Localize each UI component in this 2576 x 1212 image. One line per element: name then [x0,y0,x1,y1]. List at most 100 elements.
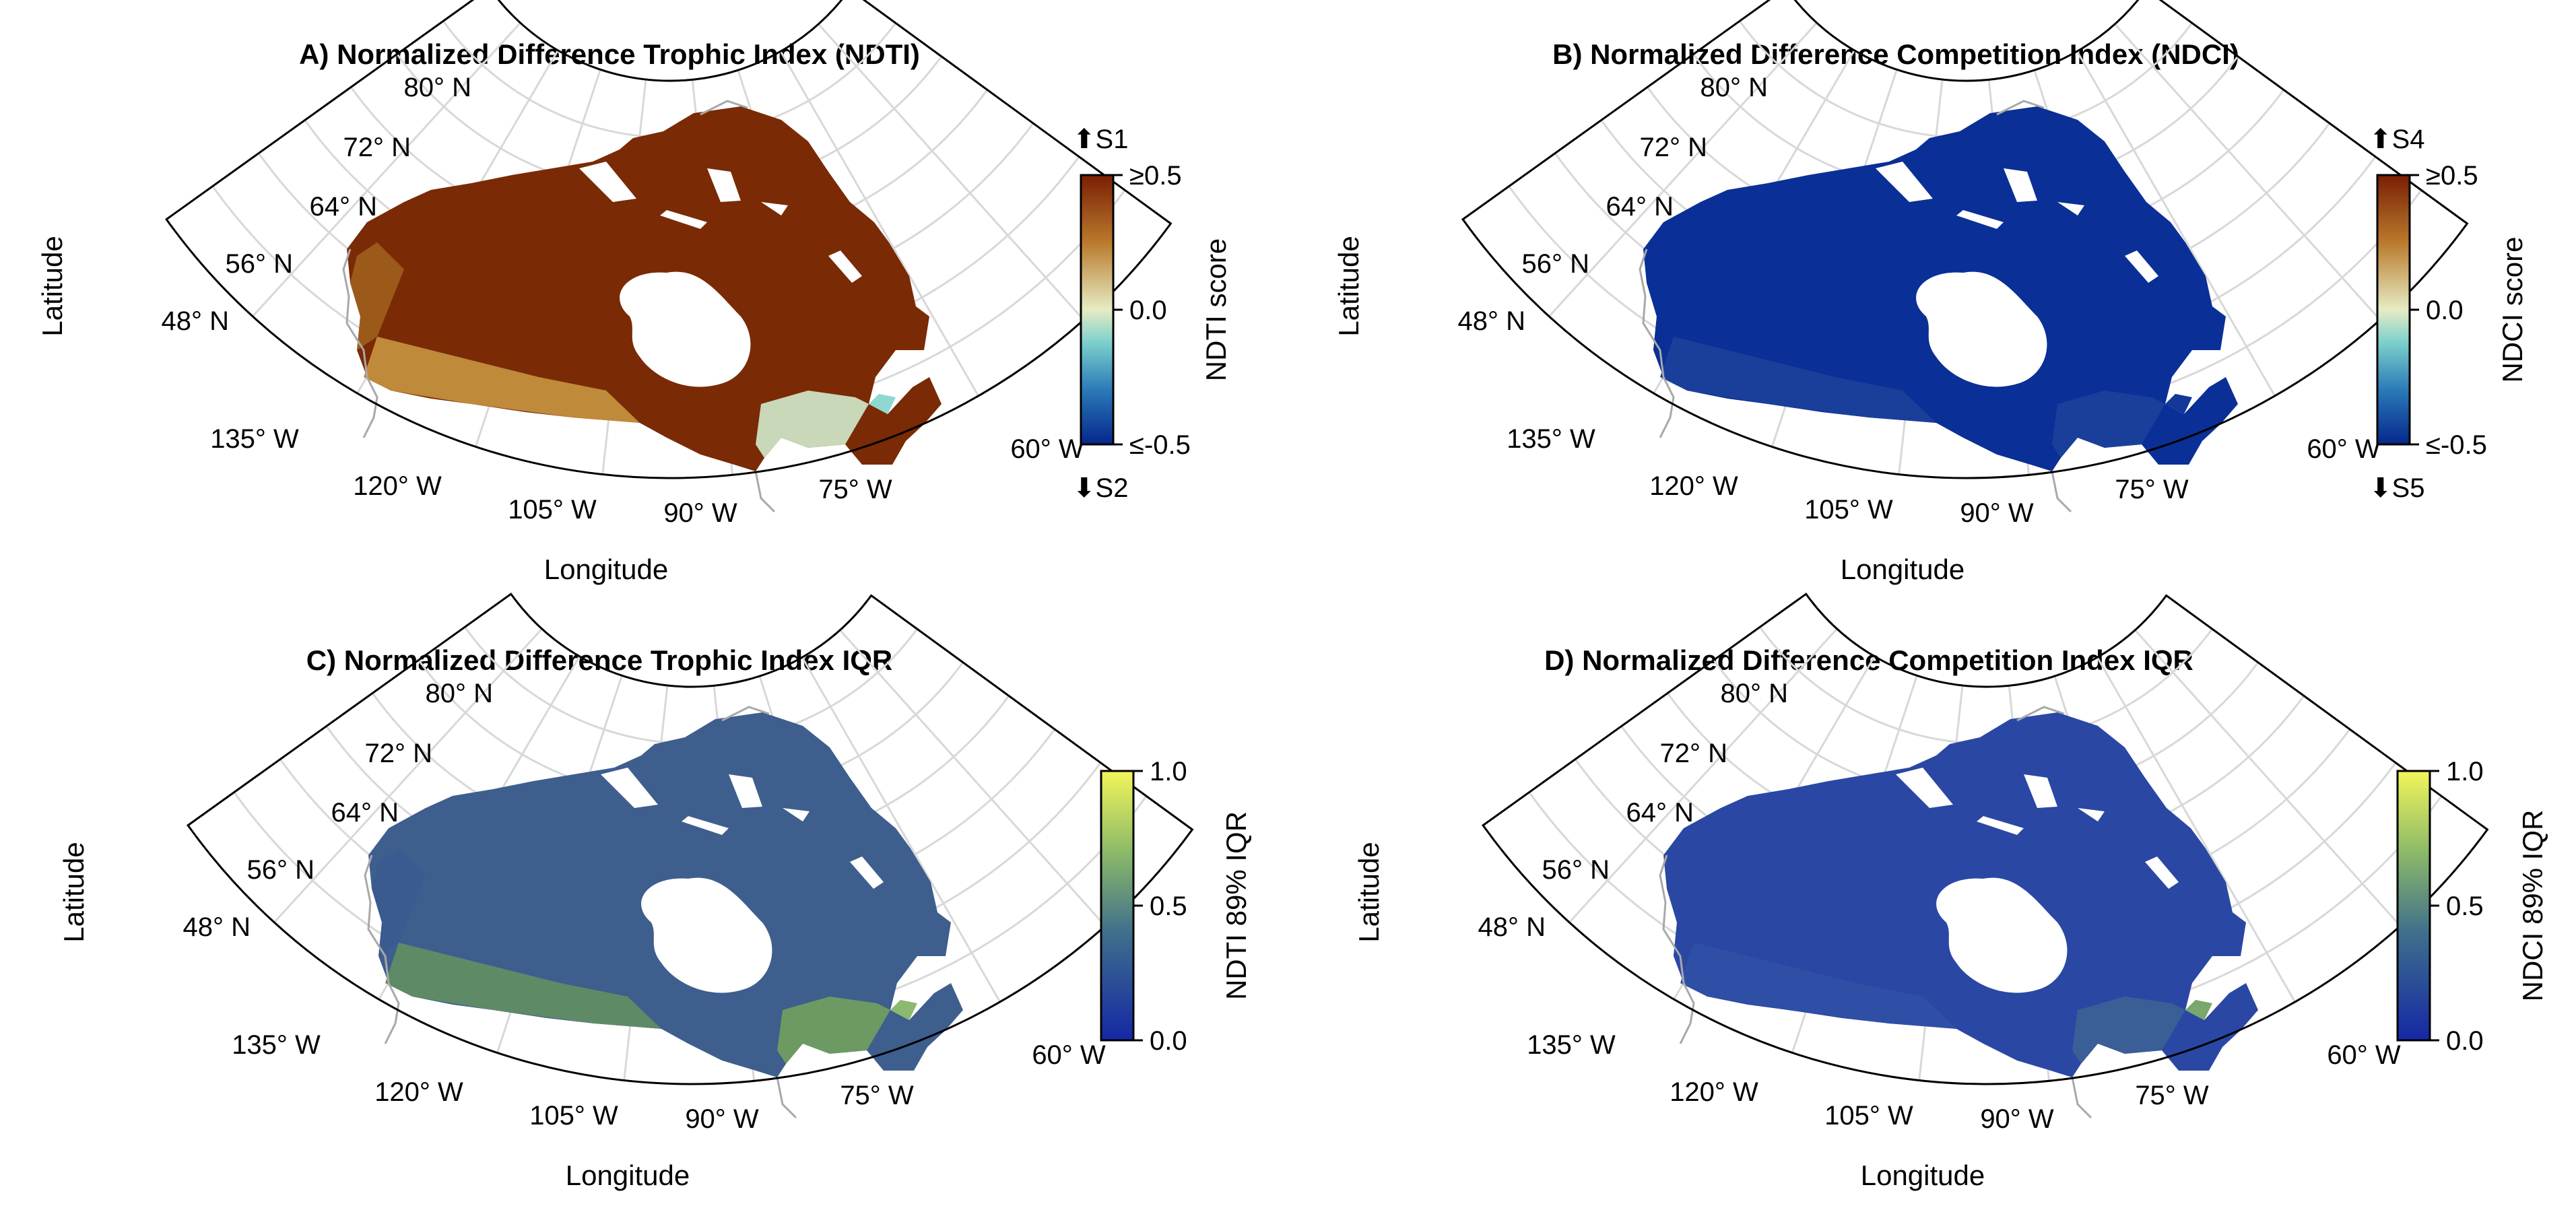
colorbar-bottom-annotation: ⬇S5 [2369,473,2424,503]
arctic-channel [1896,768,1953,808]
y-axis-label: Latitude [36,236,68,336]
arctic-channel [761,202,788,215]
arctic-channel [2078,808,2105,821]
latitude-tick-label: 64° N [1606,192,1674,222]
colorbar-gradient [1100,770,1135,1042]
longitude-line [1548,22,1818,317]
colorbar-tick-label: 0.0 [1129,296,1167,325]
colorbar-tick-label: 0.0 [2426,296,2464,325]
x-axis-label: Longitude [1861,1159,1985,1191]
latitude-tick-label: 72° N [1660,739,1728,768]
arctic-channel [783,808,810,821]
colorbar-tick-label: ≥0.5 [2426,161,2478,191]
neighbour-coastline [1639,100,2072,513]
colorbar-top-annotation: ⬆S4 [2369,125,2424,154]
colorbar-gradient [2396,770,2431,1042]
neighbour-coastline [342,100,776,513]
south-region [1680,943,1956,1029]
longitude-tick-label: 120° W [1649,471,1738,501]
south-region [364,337,640,423]
panel-A: A) Normalized Difference Trophic Index (… [36,0,1232,585]
east-region [2052,391,2165,458]
latitude-tick-label: 80° N [404,73,472,102]
east-region [756,391,869,458]
colorbar: ≥0.5 0.0 ≤-0.5 NDTI score ⬆S1 ⬇S2 [1073,125,1232,503]
longitude-tick-label: 75° W [818,475,892,504]
longitude-tick-label: 105° W [1824,1101,1913,1131]
colorbar-tick-label: 0.0 [1150,1026,1187,1056]
arctic-channel [1977,816,2024,835]
latitude-tick-label: 56° N [226,249,294,279]
neighbour-coastline [1659,706,2092,1119]
arctic-channel [729,774,762,808]
x-axis-label: Longitude [1841,553,1965,585]
longitude-tick-label: 90° W [685,1104,759,1134]
longitude-tick-label: 90° W [1960,498,2034,528]
latitude-tick-label: 64° N [310,192,378,222]
longitude-line [2096,656,2297,1003]
colorbar-bottom-annotation: ⬇S2 [1073,473,1128,503]
longitude-tick-label: 105° W [508,495,597,525]
arctic-channel [682,816,729,835]
canada-map [1663,712,2258,1077]
colorbar: 1.0 0.5 0.0 NDCI 89% IQR [2396,757,2548,1056]
arctic-channel [2004,168,2037,202]
west-region [372,848,426,956]
longitude-tick-label: 75° W [840,1081,914,1110]
colorbar-tick-label: 0.0 [2446,1026,2484,1056]
longitude-line [252,22,521,317]
south-region [1660,337,1936,423]
colorbar-label: NDTI score [1200,238,1232,381]
latitude-tick-label: 80° N [426,679,494,708]
latitude-tick-label: 72° N [365,739,433,768]
longitude-line [839,629,1107,927]
panel-D: D) Normalized Difference Competition Ind… [1353,593,2548,1191]
y-axis-label: Latitude [1333,236,1364,336]
arctic-channel [1956,210,2004,229]
arctic-channel [579,162,636,202]
canada-map [368,712,963,1077]
panel-title: A) Normalized Difference Trophic Index (… [299,38,920,70]
colorbar-tick-label: ≤-0.5 [1129,430,1191,460]
latitude-tick-label: 80° N [1700,73,1769,102]
longitude-line [801,656,1001,1003]
colorbar: 1.0 0.5 0.0 NDTI 89% IQR [1100,757,1252,1056]
colorbar-label: NDCI score [2497,236,2528,382]
longitude-tick-label: 105° W [1804,495,1893,525]
colorbar-label: NDCI 89% IQR [2517,810,2548,1002]
latitude-tick-label: 48° N [162,306,230,336]
latitude-tick-label: 56° N [1542,855,1610,885]
colorbar-tick-label: 1.0 [2446,757,2484,786]
longitude-tick-label: 120° W [353,471,442,501]
colorbar-top-annotation: ⬆S1 [1073,125,1128,154]
longitude-tick-label: 120° W [1670,1077,1758,1107]
arctic-channel [2024,774,2057,808]
longitude-tick-label: 60° W [1010,434,1084,464]
colorbar-label: NDTI 89% IQR [1220,811,1252,1000]
arctic-channel [707,168,741,202]
arctic-channel [1876,162,1933,202]
colorbar-tick-label: ≤-0.5 [2426,430,2487,460]
longitude-tick-label: 60° W [2327,1040,2401,1070]
hudson-bay [620,271,751,387]
map-frame [164,0,1173,479]
accent-region [2165,394,2192,414]
latitude-tick-label: 48° N [1458,306,1526,336]
colorbar-tick-label: ≥0.5 [1129,161,1182,191]
map-frame [1481,593,2489,1085]
colorbar-gradient [1080,174,1115,446]
arctic-channel [601,768,658,808]
colorbar: ≥0.5 0.0 ≤-0.5 NDCI score ⬆S4 ⬇S5 [2369,125,2528,503]
accent-region [2185,1000,2212,1020]
east-region [2072,997,2185,1064]
latitude-tick-label: 56° N [1522,249,1590,279]
panel-title: B) Normalized Difference Competition Ind… [1552,38,2239,70]
arctic-channel [2125,250,2158,283]
longitude-tick-label: 135° W [1527,1030,1616,1060]
x-axis-label: Longitude [544,553,669,585]
longitude-tick-label: 120° W [374,1077,463,1107]
longitude-line [273,628,543,923]
longitude-tick-label: 75° W [2115,475,2189,504]
canada-map [1643,106,2238,471]
